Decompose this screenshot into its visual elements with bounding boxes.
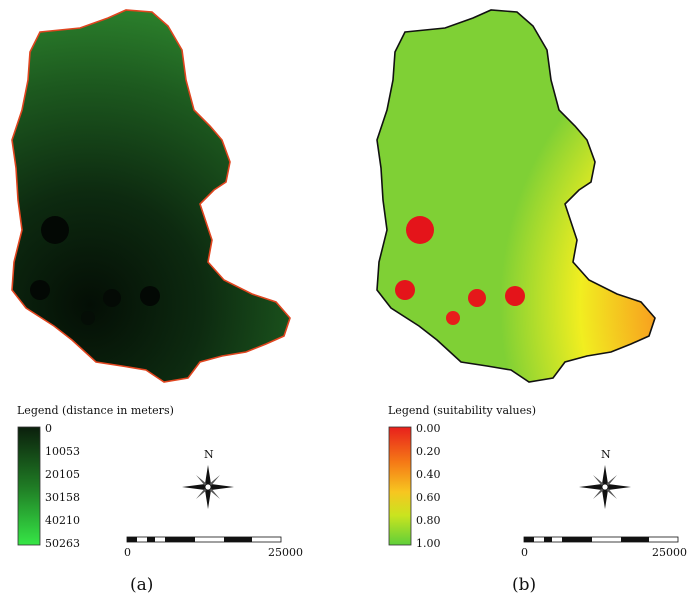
legend-title-b: Legend (suitability values) [388,404,537,417]
legend-tick: 50263 [45,537,80,550]
legend-tick: 0 [45,422,52,435]
caption-a: (a) [130,575,154,595]
region-boundary-b [376,9,656,383]
north-label-a: N [204,448,214,461]
scale-bar-b [523,536,679,543]
legend-tick: 30158 [45,491,80,504]
legend-tick: 10053 [45,445,80,458]
hotspot [505,286,525,306]
north-arrow-icon-a [182,465,234,509]
hotspot [406,216,434,244]
legend-tick: 40210 [45,514,80,527]
region-boundary-a [11,9,291,383]
caption-b: (b) [512,575,537,595]
hotspot [81,311,95,325]
scale-end-a: 25000 [268,546,303,559]
hotspot [468,289,486,307]
legend-tick: 0.60 [416,491,441,504]
legend-tick: 20105 [45,468,80,481]
scale-bar-a [126,536,282,543]
legend-tick: 0.80 [416,514,441,527]
hotspot [395,280,415,300]
map-b [376,9,656,383]
scale-start-b: 0 [521,546,528,559]
scale-start-a: 0 [124,546,131,559]
legend-tick: 1.00 [416,537,441,550]
map-a [11,9,291,383]
north-label-b: N [601,448,611,461]
hotspot [103,289,121,307]
legend-tick: 0.40 [416,468,441,481]
legend-tick: 0.00 [416,422,441,435]
hotspot [30,280,50,300]
legend-ramp-a [17,426,41,546]
legend-ramp-b [388,426,412,546]
legend-tick: 0.20 [416,445,441,458]
hotspot [140,286,160,306]
legend-title-a: Legend (distance in meters) [17,404,174,417]
hotspot [41,216,69,244]
scale-end-b: 25000 [652,546,687,559]
north-arrow-icon-b [579,465,631,509]
hotspot [446,311,460,325]
